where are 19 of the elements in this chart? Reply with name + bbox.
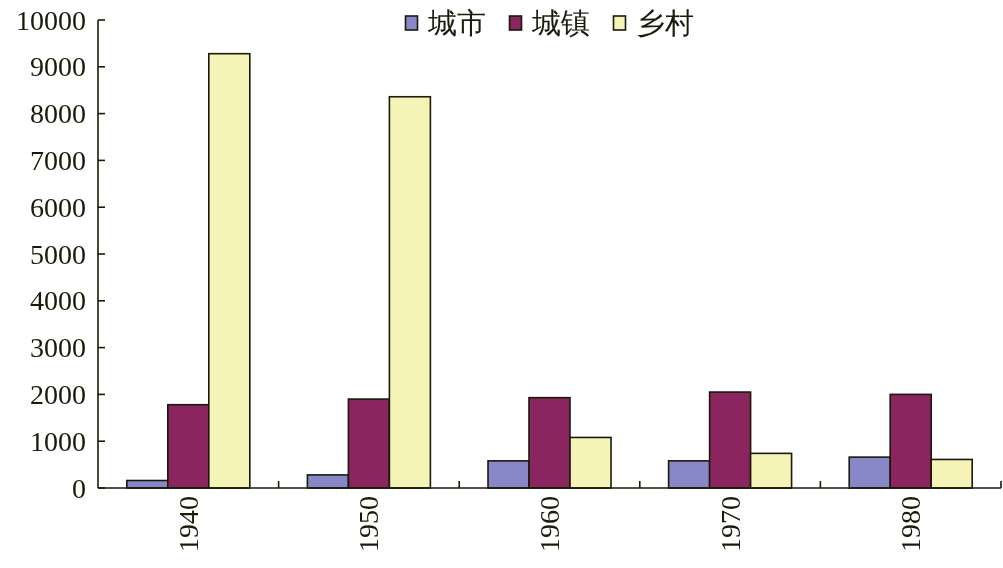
legend-label: 乡村	[635, 7, 694, 39]
xtick-label: 1940	[172, 496, 204, 552]
xtick-label: 1980	[895, 496, 927, 552]
ytick-label: 2000	[30, 378, 86, 410]
ytick-label: 3000	[30, 332, 86, 364]
ytick-label: 10000	[16, 4, 86, 36]
ytick-label: 5000	[30, 238, 86, 270]
xtick-label: 1970	[714, 496, 746, 552]
ytick-label: 7000	[30, 144, 86, 176]
ytick-label: 8000	[30, 98, 86, 130]
ytick-label: 9000	[30, 51, 86, 83]
legend-label: 城市	[427, 7, 486, 39]
ytick-label: 4000	[30, 285, 86, 317]
ytick-label: 1000	[30, 425, 86, 457]
ytick-label: 0	[72, 472, 86, 504]
xtick-label: 1950	[353, 496, 385, 552]
xtick-label: 1960	[534, 496, 565, 552]
ytick-label: 6000	[30, 191, 86, 223]
legend-label: 城镇	[531, 7, 590, 39]
